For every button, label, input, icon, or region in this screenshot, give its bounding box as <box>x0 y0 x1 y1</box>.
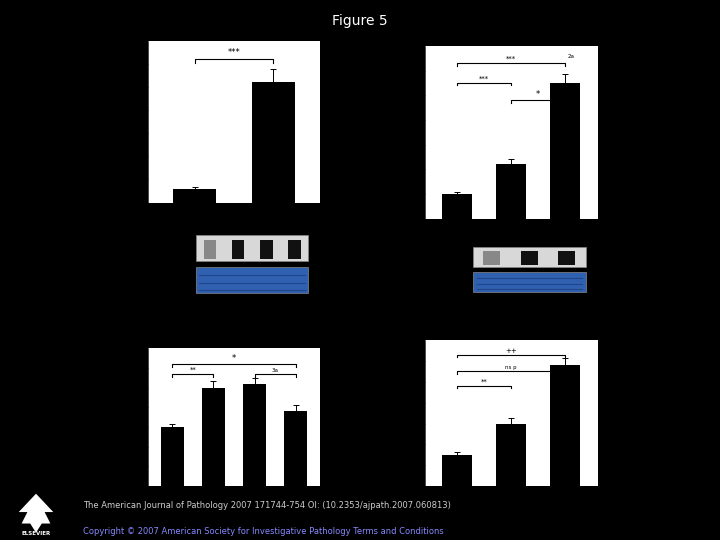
Bar <box>173 188 216 202</box>
Text: TGF-β1
siRNA: TGF-β1 siRNA <box>546 296 567 316</box>
Bar <box>550 365 580 486</box>
Text: +: + <box>562 504 569 512</box>
Polygon shape <box>19 494 53 532</box>
Y-axis label: Fold change
(TXNIP/β-actin mRNA): Fold change (TXNIP/β-actin mRNA) <box>401 102 412 163</box>
Text: **: ** <box>189 367 197 373</box>
Text: **: ** <box>481 379 487 385</box>
Text: TGF-β1 siRNA+aF: TGF-β1 siRNA+aF <box>260 299 294 333</box>
Bar <box>496 164 526 219</box>
Text: TGF-β1 siRNA: TGF-β1 siRNA <box>211 299 238 326</box>
Bar <box>550 83 580 219</box>
Text: +: + <box>564 312 570 318</box>
Text: *: * <box>232 354 236 363</box>
Bar <box>496 423 526 486</box>
Text: TGF-β1 siRNA+ IgG: TGF-β1 siRNA+ IgG <box>229 299 266 336</box>
Text: -: - <box>490 312 493 318</box>
Y-axis label: Fold change
(TXNIP/β-actin mRNA): Fold change (TXNIP/β-actin mRNA) <box>118 91 129 152</box>
Text: C: C <box>87 340 94 350</box>
FancyBboxPatch shape <box>484 251 500 265</box>
Text: Coomassie: Coomassie <box>163 278 192 282</box>
Text: ***: *** <box>506 56 516 62</box>
Bar <box>202 388 225 486</box>
FancyBboxPatch shape <box>196 235 308 261</box>
Bar <box>284 411 307 486</box>
Text: The American Journal of Pathology 2007 171744-754 OI: (10.2353/ajpath.2007.06081: The American Journal of Pathology 2007 1… <box>83 501 451 510</box>
Text: High glucose
(30 mM for 72 hrs): High glucose (30 mM for 72 hrs) <box>425 251 471 261</box>
Text: F: F <box>364 332 371 341</box>
Text: +: + <box>562 240 569 249</box>
Bar <box>161 427 184 486</box>
FancyBboxPatch shape <box>473 247 585 267</box>
Text: ***: *** <box>228 48 240 57</box>
Text: -: - <box>456 240 459 249</box>
Text: Copyright © 2007 American Society for Investigative Pathology Terms and Conditio: Copyright © 2007 American Society for In… <box>83 526 444 536</box>
Text: Nonspecific siRNA: Nonspecific siRNA <box>175 299 210 334</box>
Text: Coomassie: Coomassie <box>440 279 469 284</box>
Bar <box>252 82 295 202</box>
Text: A: A <box>87 31 94 41</box>
Text: Non-specfic
siRNA: Non-specfic siRNA <box>501 296 529 325</box>
Text: E: E <box>423 231 430 240</box>
Bar <box>442 455 472 486</box>
Text: +: + <box>508 504 515 512</box>
Text: ++: ++ <box>505 348 517 354</box>
Y-axis label: Fold change
(TXNIP/Coomassie protein): Fold change (TXNIP/Coomassie protein) <box>118 380 129 454</box>
Text: Non-specfic
siRNA: Non-specfic siRNA <box>464 296 492 325</box>
Text: 3a: 3a <box>271 368 279 373</box>
FancyBboxPatch shape <box>204 240 216 259</box>
FancyBboxPatch shape <box>196 267 308 293</box>
Bar <box>243 384 266 486</box>
FancyBboxPatch shape <box>232 240 244 259</box>
Text: +: + <box>526 312 532 318</box>
Text: 2a: 2a <box>568 55 575 59</box>
Text: TXNIP: TXNIP <box>176 246 192 251</box>
Text: TXNIP: TXNIP <box>454 254 469 260</box>
Text: ELSEVIER: ELSEVIER <box>22 531 50 536</box>
Text: Figure 5: Figure 5 <box>332 14 388 28</box>
FancyBboxPatch shape <box>473 272 585 292</box>
Text: D: D <box>364 36 372 45</box>
Y-axis label: Fold change
(TXNIP/Coomassie protein): Fold change (TXNIP/Coomassie protein) <box>401 376 412 450</box>
FancyBboxPatch shape <box>288 240 300 259</box>
Bar <box>442 194 472 219</box>
Text: ***: *** <box>479 76 490 82</box>
FancyBboxPatch shape <box>521 251 538 265</box>
Text: -: - <box>456 504 459 512</box>
Text: -: - <box>510 240 513 249</box>
Text: *: * <box>536 90 540 99</box>
FancyBboxPatch shape <box>260 240 272 259</box>
Text: High glucose
(30 mM for 72 hrs): High glucose (30 mM for 72 hrs) <box>469 308 516 319</box>
FancyBboxPatch shape <box>559 251 575 265</box>
Text: ns p: ns p <box>505 366 517 370</box>
Text: B: B <box>146 214 153 224</box>
Text: High glucose
(30 mM for 72 hrs): High glucose (30 mM for 72 hrs) <box>425 513 471 524</box>
